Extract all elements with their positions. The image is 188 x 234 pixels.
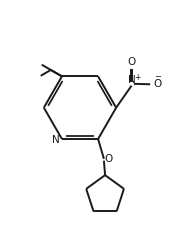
Text: O: O: [127, 57, 136, 67]
Text: N: N: [128, 75, 135, 85]
Text: N: N: [52, 135, 60, 145]
Text: O: O: [105, 154, 113, 164]
Text: +: +: [135, 73, 141, 82]
Text: O: O: [153, 79, 161, 89]
Text: −: −: [154, 72, 161, 81]
